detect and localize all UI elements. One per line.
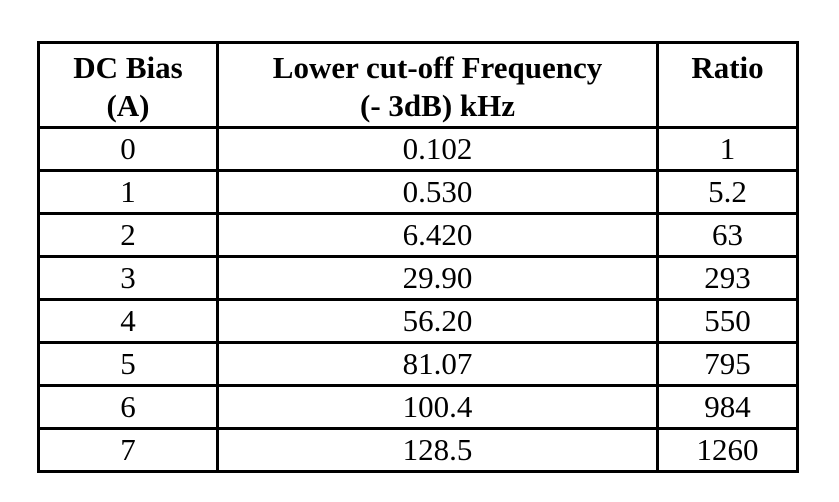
cell-frequency: 81.07 <box>216 341 659 387</box>
table-row: 1 0.530 5.2 <box>37 169 799 215</box>
table-row: 7 128.5 1260 <box>37 427 799 473</box>
col-header-dc-bias-line2: (A) <box>106 88 150 123</box>
col-header-ratio-line1: Ratio <box>691 50 764 85</box>
table-row: 2 6.420 63 <box>37 212 799 258</box>
measurement-table: DC Bias (A) Lower cut-off Frequency (- 3… <box>37 41 799 473</box>
cell-dc-bias: 7 <box>37 427 219 473</box>
cell-ratio: 550 <box>656 298 799 344</box>
table-row: 3 29.90 293 <box>37 255 799 301</box>
cell-dc-bias: 6 <box>37 384 219 430</box>
col-header-frequency: Lower cut-off Frequency (- 3dB) kHz <box>216 41 659 129</box>
col-header-dc-bias: DC Bias (A) <box>37 41 219 129</box>
cell-ratio: 1 <box>656 126 799 172</box>
table-row: 6 100.4 984 <box>37 384 799 430</box>
table-row: 5 81.07 795 <box>37 341 799 387</box>
col-header-dc-bias-line1: DC Bias <box>73 50 183 85</box>
cell-dc-bias: 0 <box>37 126 219 172</box>
cell-dc-bias: 1 <box>37 169 219 215</box>
cell-ratio: 293 <box>656 255 799 301</box>
cell-dc-bias: 5 <box>37 341 219 387</box>
header-row: DC Bias (A) Lower cut-off Frequency (- 3… <box>37 41 799 129</box>
cell-frequency: 29.90 <box>216 255 659 301</box>
cell-dc-bias: 2 <box>37 212 219 258</box>
col-header-frequency-line1: Lower cut-off Frequency <box>272 50 603 85</box>
cell-frequency: 0.530 <box>216 169 659 215</box>
cell-ratio: 5.2 <box>656 169 799 215</box>
cell-ratio: 984 <box>656 384 799 430</box>
col-header-frequency-line2: (- 3dB) kHz <box>360 88 515 123</box>
cell-frequency: 128.5 <box>216 427 659 473</box>
cell-dc-bias: 4 <box>37 298 219 344</box>
cell-ratio: 795 <box>656 341 799 387</box>
cell-frequency: 56.20 <box>216 298 659 344</box>
table-row: 4 56.20 550 <box>37 298 799 344</box>
col-header-ratio: Ratio <box>656 41 799 129</box>
cell-ratio: 1260 <box>656 427 799 473</box>
cell-frequency: 6.420 <box>216 212 659 258</box>
table-row: 0 0.102 1 <box>37 126 799 172</box>
cell-frequency: 100.4 <box>216 384 659 430</box>
cell-frequency: 0.102 <box>216 126 659 172</box>
cell-ratio: 63 <box>656 212 799 258</box>
cell-dc-bias: 3 <box>37 255 219 301</box>
